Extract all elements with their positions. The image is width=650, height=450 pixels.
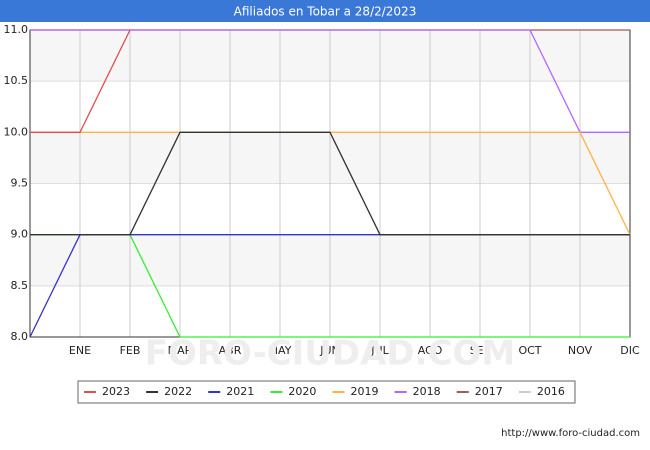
x-tick-label: JUL: [370, 344, 389, 357]
y-tick-label: 11.0: [4, 23, 29, 36]
plot: 8.0 8.5 9.0 9.5 10.0 10.5 11.0 ENE FEB MAR ABR MAY J…: [4, 23, 641, 357]
legend-label: 2016: [537, 385, 565, 398]
legend-label: 2018: [413, 385, 441, 398]
series-line: [30, 29, 131, 133]
x-tick-label: SEP: [470, 344, 491, 357]
x-tick-label: ENE: [69, 344, 91, 357]
legend-label: 2017: [475, 385, 503, 398]
x-tick-label: DIC: [620, 344, 640, 357]
y-tick-label: 8.5: [11, 279, 29, 292]
x-tick-label: FEB: [120, 344, 141, 357]
legend-label: 2021: [226, 385, 254, 398]
y-tick-label: 8.0: [11, 330, 29, 343]
x-tick-label: JUN: [319, 344, 340, 357]
legend-label: 2019: [351, 385, 379, 398]
legend: 2023 2022 2021 2020 2019 2018 2017 2016: [84, 385, 565, 398]
source: http://www.foro-ciudad.com: [501, 428, 640, 439]
x-tick-label: AGO: [418, 344, 443, 357]
chart-title: Afiliados en Tobar a 28/2/2023: [234, 5, 417, 19]
legend-label: 2023: [102, 385, 130, 398]
series-line: [30, 131, 630, 236]
x-tick-label: OCT: [518, 344, 541, 357]
y-tick-label: 9.0: [11, 228, 29, 241]
legend-label: 2022: [164, 385, 192, 398]
x-tick-label: ABR: [219, 344, 242, 357]
legend-box: [77, 380, 576, 404]
y-tick-label: 9.5: [11, 177, 29, 190]
x-tick-label: NOV: [568, 344, 593, 357]
watermark: FORO-CIUDAD.COM: [145, 334, 516, 374]
title-bar: [0, 0, 650, 22]
y-tick-label: 10.0: [4, 125, 29, 138]
y-tick-label: 10.5: [4, 74, 29, 87]
x-tick-label: MAR: [168, 344, 193, 357]
legend-label: 2020: [288, 385, 316, 398]
x-tick-label: MAY: [269, 344, 292, 357]
